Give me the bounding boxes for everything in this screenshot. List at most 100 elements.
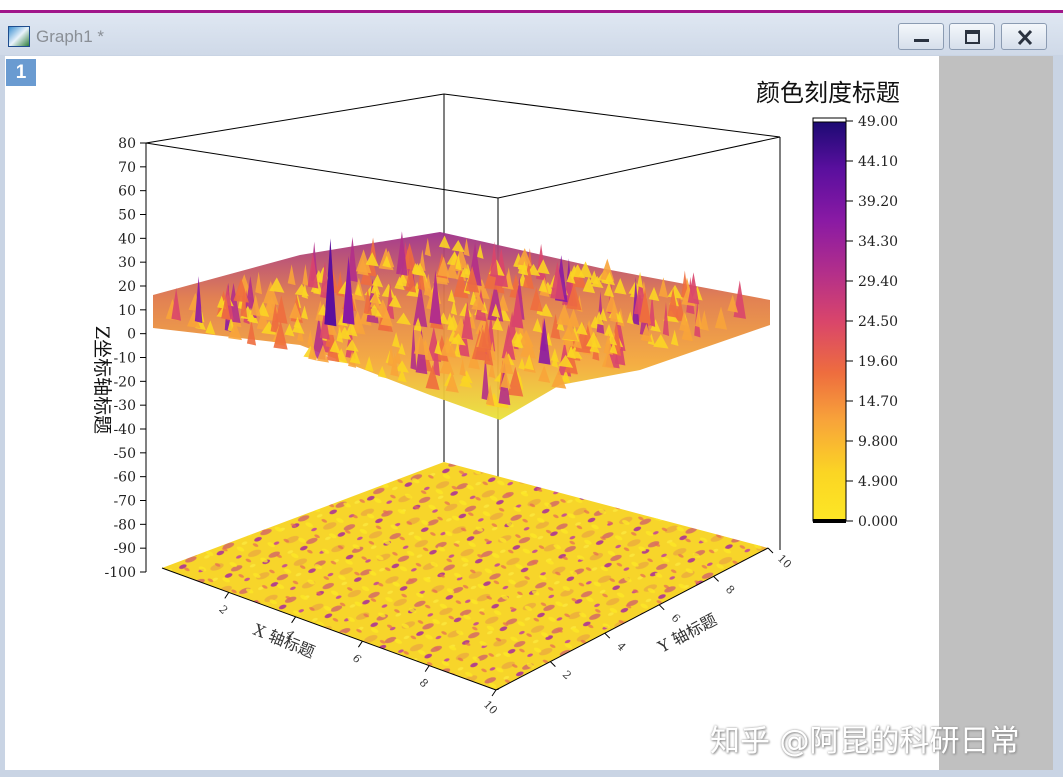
surface-spike (488, 360, 496, 379)
surface-spike (390, 352, 399, 377)
colorbar-tick-label: 4.900 (858, 474, 898, 490)
surface-spike (445, 372, 459, 393)
x-tick-mark (224, 592, 230, 599)
surface-spike (610, 299, 618, 323)
x-tick-mark (424, 665, 430, 672)
surface-spike (648, 286, 660, 302)
surface-spikes (165, 231, 746, 409)
surface-spike (667, 284, 683, 299)
layer-icon[interactable]: 1 (6, 59, 36, 86)
surface-spike (556, 303, 573, 327)
surface-spike (492, 316, 504, 331)
box-edge (145, 142, 499, 199)
surface-spike (411, 263, 424, 276)
surface-spike (647, 333, 656, 346)
surface-spike (582, 276, 596, 294)
z-axis-title: Z坐标轴标题 (91, 326, 113, 434)
surface-spike (459, 302, 473, 318)
y-tick-label: 2 (560, 668, 574, 682)
surface-spike (681, 319, 693, 342)
surface-spike (391, 332, 401, 348)
x-axis-line (161, 567, 497, 691)
surface-spike (459, 358, 466, 377)
surface-peak (342, 255, 355, 325)
surface-spike (424, 237, 431, 257)
surface-spike (410, 324, 417, 371)
y-tick-label: 8 (723, 583, 737, 597)
surface-spike (589, 339, 600, 354)
watermark: 知乎 @阿昆的科研日常 (710, 724, 1020, 759)
surface-spike (615, 311, 624, 324)
surface-spike (476, 243, 484, 259)
minimize-button[interactable] (898, 23, 944, 50)
y-tick-mark (767, 547, 774, 554)
box-edge (443, 93, 781, 138)
surface-spike (377, 365, 387, 379)
surface-spike (598, 308, 608, 322)
z-tick-label: -90 (113, 541, 136, 557)
y-tick-mark (658, 604, 665, 611)
surface-spike (465, 266, 480, 293)
surface-spike (450, 333, 466, 346)
surface-spike (289, 302, 302, 320)
surface-spike (589, 270, 599, 285)
surface-spike (438, 235, 451, 249)
surface-spike (586, 331, 602, 349)
z-tick-label: 80 (118, 136, 136, 152)
x-tick-label: 8 (417, 676, 431, 690)
surface-spike (509, 331, 524, 348)
surface-spike (460, 264, 471, 279)
surface-spike (569, 264, 586, 279)
surface-spike (640, 323, 653, 343)
colorbar[interactable] (812, 120, 847, 522)
x-tick-mark (291, 616, 297, 624)
z-tick-label: -60 (113, 470, 136, 486)
surface-spike (539, 303, 553, 318)
surface-spike (448, 340, 457, 359)
surface-spike (447, 289, 456, 303)
surface-peak (639, 288, 652, 324)
surface-spike (365, 252, 379, 267)
graph-window-icon[interactable] (8, 26, 30, 47)
surface-spike (417, 263, 425, 291)
surface-spike (275, 295, 288, 324)
surface-spike (501, 324, 516, 361)
y-tick-label: 6 (669, 611, 683, 625)
surface-spike (450, 299, 458, 316)
surface-spike (451, 239, 465, 253)
surface-spike (371, 274, 384, 288)
window-frame-right (1053, 56, 1063, 770)
surface-spike (171, 287, 182, 321)
close-icon (1017, 29, 1033, 46)
surface-spike (567, 345, 576, 358)
surface-spike (603, 282, 615, 298)
surface-spike (614, 278, 627, 295)
y-axis-title: Y 轴标题 (654, 610, 720, 657)
surface-spike (520, 334, 536, 359)
z-tick-label: 10 (118, 303, 136, 319)
surface-spike (562, 321, 578, 341)
surface-spike (434, 339, 442, 356)
colorbar-overflow-cap (812, 117, 847, 123)
surface-spike (658, 277, 669, 298)
surface-spike (626, 311, 634, 325)
maximize-button[interactable] (949, 23, 995, 50)
z-tick-label: -20 (113, 374, 136, 390)
title-bar[interactable] (0, 13, 1063, 55)
surface-spike (228, 321, 243, 341)
surface-spike (532, 318, 543, 333)
surface-spike (240, 288, 248, 318)
surface-spike (604, 324, 614, 338)
close-button[interactable] (1001, 23, 1047, 50)
surface-spike (490, 241, 499, 278)
surface-spike (550, 261, 565, 300)
surface-peak (511, 288, 524, 329)
z-tick-label: 60 (118, 184, 136, 200)
z-tick-label: -50 (113, 446, 136, 462)
surface-spike (394, 347, 402, 365)
surface-spike (518, 329, 534, 348)
y-tick-mark (550, 661, 556, 667)
surface-spike (246, 320, 257, 346)
